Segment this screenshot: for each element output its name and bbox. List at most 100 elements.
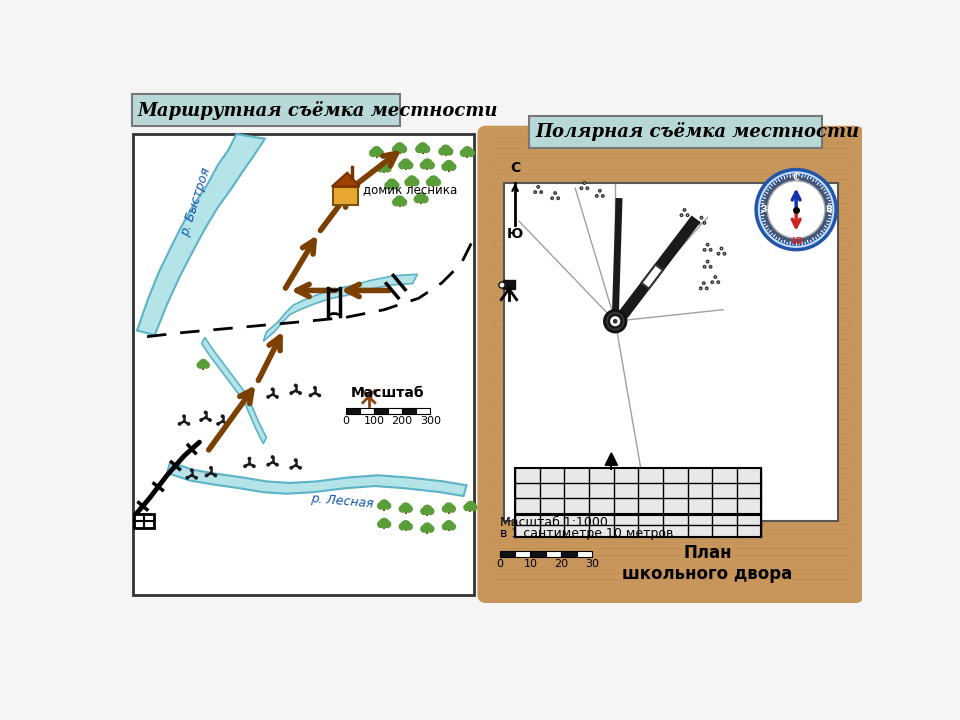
Circle shape bbox=[717, 253, 720, 255]
Circle shape bbox=[200, 419, 203, 421]
Text: 30: 30 bbox=[585, 559, 599, 570]
Circle shape bbox=[466, 501, 475, 510]
FancyBboxPatch shape bbox=[504, 183, 838, 521]
Circle shape bbox=[704, 248, 706, 251]
Text: Маршрутная съёмка местности: Маршрутная съёмка местности bbox=[138, 101, 498, 120]
Circle shape bbox=[415, 196, 421, 202]
Text: 20: 20 bbox=[554, 559, 568, 570]
Text: 10: 10 bbox=[523, 559, 538, 570]
Circle shape bbox=[714, 276, 716, 278]
Circle shape bbox=[697, 222, 700, 224]
Circle shape bbox=[244, 465, 247, 467]
Circle shape bbox=[197, 362, 204, 368]
Polygon shape bbox=[263, 274, 418, 341]
Circle shape bbox=[444, 521, 453, 529]
Circle shape bbox=[427, 526, 434, 532]
Circle shape bbox=[190, 469, 193, 472]
Circle shape bbox=[395, 143, 404, 152]
Circle shape bbox=[602, 194, 604, 197]
Circle shape bbox=[399, 145, 406, 153]
Circle shape bbox=[534, 191, 537, 194]
Circle shape bbox=[761, 174, 831, 245]
Circle shape bbox=[537, 186, 540, 188]
Text: 0: 0 bbox=[496, 559, 503, 570]
Text: З: З bbox=[761, 205, 767, 214]
Circle shape bbox=[290, 392, 293, 395]
Circle shape bbox=[443, 505, 449, 512]
Circle shape bbox=[439, 148, 445, 155]
Text: в 1 сантиметре 10 метров: в 1 сантиметре 10 метров bbox=[500, 527, 673, 540]
Circle shape bbox=[204, 362, 209, 368]
Circle shape bbox=[418, 143, 427, 152]
Circle shape bbox=[426, 179, 434, 186]
Circle shape bbox=[295, 459, 297, 462]
Circle shape bbox=[449, 523, 455, 530]
Circle shape bbox=[445, 148, 453, 155]
Circle shape bbox=[605, 310, 626, 332]
Circle shape bbox=[686, 214, 688, 217]
Text: С: С bbox=[510, 161, 520, 175]
Polygon shape bbox=[641, 264, 662, 289]
Circle shape bbox=[580, 187, 583, 189]
Circle shape bbox=[609, 315, 621, 328]
FancyBboxPatch shape bbox=[133, 134, 474, 595]
Circle shape bbox=[756, 169, 836, 250]
Circle shape bbox=[449, 163, 456, 171]
Circle shape bbox=[182, 415, 185, 418]
Circle shape bbox=[384, 503, 391, 509]
Circle shape bbox=[444, 503, 453, 512]
Circle shape bbox=[681, 214, 683, 217]
Circle shape bbox=[417, 193, 426, 202]
Circle shape bbox=[551, 197, 553, 199]
Circle shape bbox=[214, 474, 217, 477]
Circle shape bbox=[406, 162, 413, 168]
Circle shape bbox=[384, 521, 391, 528]
Circle shape bbox=[406, 523, 412, 530]
Circle shape bbox=[376, 150, 383, 156]
Bar bbox=[562, 552, 577, 557]
Circle shape bbox=[711, 281, 713, 284]
Circle shape bbox=[267, 464, 270, 466]
Circle shape bbox=[199, 359, 207, 368]
Circle shape bbox=[209, 467, 212, 469]
Circle shape bbox=[299, 467, 301, 469]
FancyBboxPatch shape bbox=[478, 127, 863, 603]
Circle shape bbox=[468, 150, 474, 156]
Circle shape bbox=[406, 505, 412, 512]
Circle shape bbox=[707, 243, 708, 246]
Circle shape bbox=[583, 181, 586, 184]
Bar bbox=[503, 280, 516, 289]
Circle shape bbox=[407, 176, 417, 185]
Circle shape bbox=[423, 505, 432, 514]
Text: План
школьного двора: План школьного двора bbox=[622, 544, 793, 583]
Circle shape bbox=[441, 145, 450, 155]
Circle shape bbox=[398, 162, 406, 168]
Circle shape bbox=[540, 191, 542, 194]
Circle shape bbox=[464, 504, 470, 510]
Circle shape bbox=[461, 150, 468, 156]
Circle shape bbox=[463, 147, 472, 156]
Circle shape bbox=[416, 145, 422, 153]
Circle shape bbox=[387, 179, 396, 189]
Text: 0: 0 bbox=[342, 416, 349, 426]
Circle shape bbox=[442, 163, 449, 171]
Circle shape bbox=[443, 523, 449, 530]
Circle shape bbox=[377, 503, 384, 509]
Bar bbox=[134, 514, 154, 528]
Circle shape bbox=[399, 199, 406, 206]
Circle shape bbox=[318, 394, 321, 397]
Circle shape bbox=[703, 282, 705, 284]
Circle shape bbox=[709, 266, 712, 268]
Circle shape bbox=[276, 464, 278, 466]
Circle shape bbox=[272, 388, 274, 390]
Bar bbox=[333, 186, 358, 205]
Bar bbox=[402, 408, 417, 414]
Circle shape bbox=[595, 194, 598, 197]
Circle shape bbox=[449, 505, 455, 512]
Circle shape bbox=[252, 465, 255, 467]
Text: Ю: Ю bbox=[507, 228, 523, 241]
Circle shape bbox=[401, 159, 411, 168]
Circle shape bbox=[557, 197, 560, 199]
Circle shape bbox=[222, 415, 224, 418]
Circle shape bbox=[392, 182, 398, 189]
